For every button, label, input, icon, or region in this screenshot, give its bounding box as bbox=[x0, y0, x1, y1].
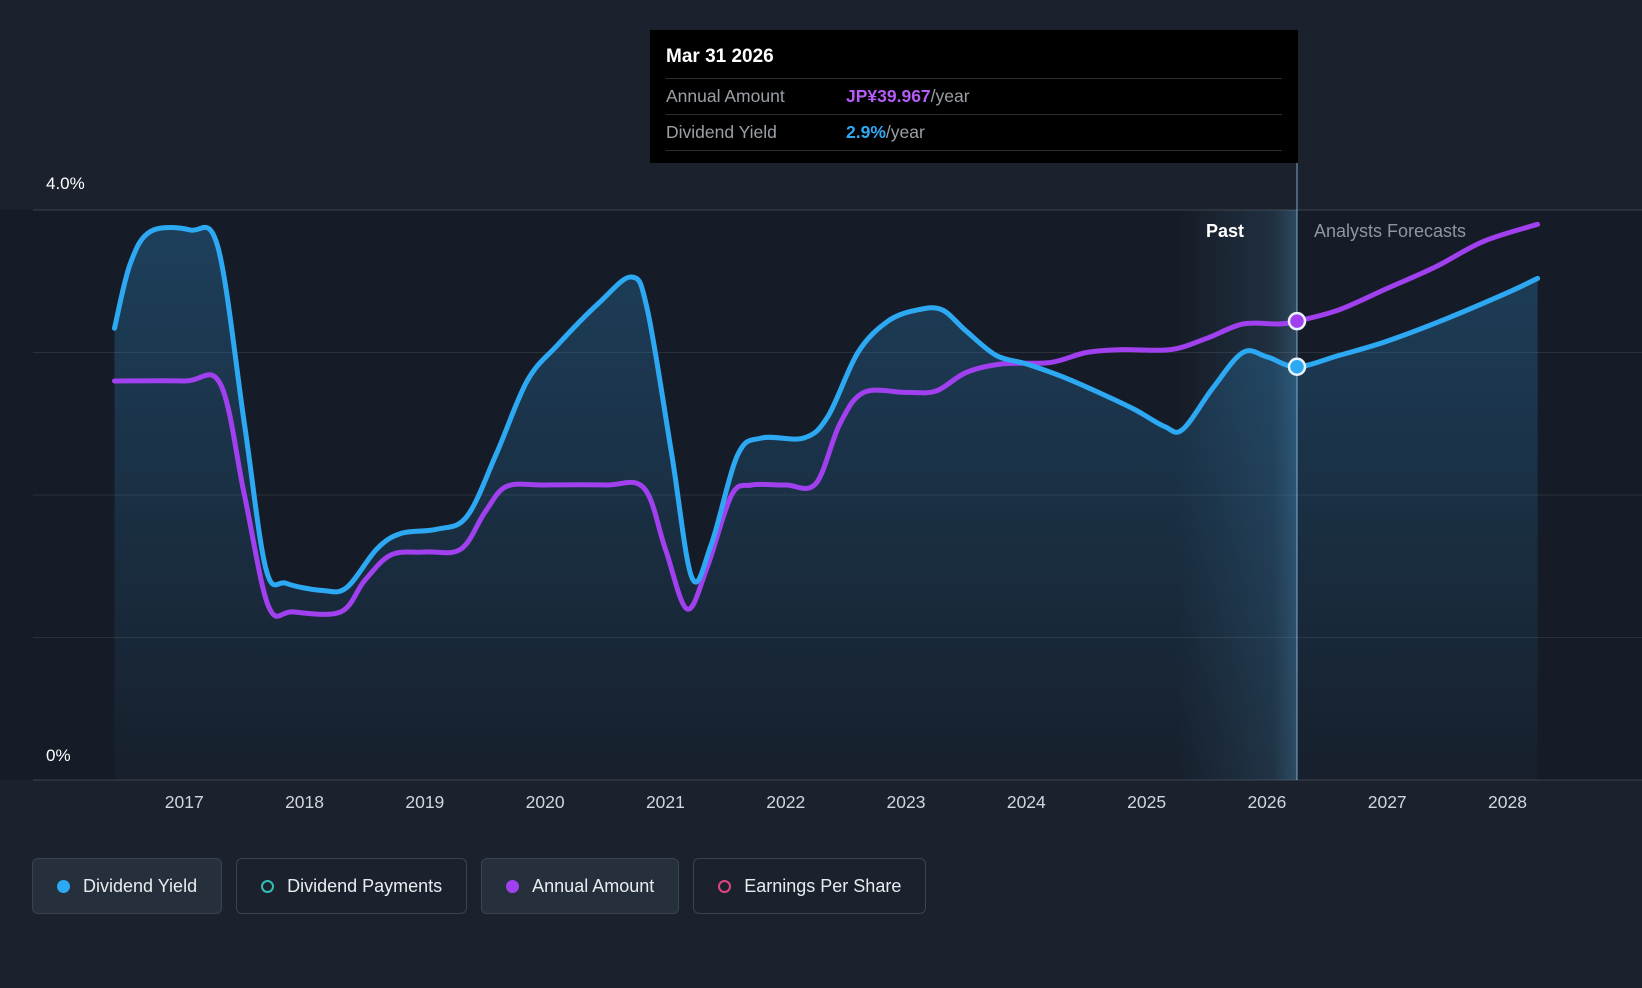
analysts-forecasts-label: Analysts Forecasts bbox=[1314, 221, 1467, 241]
dividend-yield-marker[interactable] bbox=[1287, 357, 1307, 376]
legend-filled-dot-icon bbox=[57, 879, 70, 893]
legend-toggle-dividend-payments[interactable]: Dividend Payments bbox=[236, 858, 468, 914]
legend-label: Dividend Payments bbox=[287, 875, 443, 896]
chart-legend: Dividend Yield Dividend Payments Annual Am… bbox=[32, 858, 927, 914]
y-axis-label-top: 4.0% bbox=[46, 174, 85, 193]
tooltip-date: Mar 31 2026 bbox=[666, 40, 1282, 79]
tooltip-value-amount: JP¥39.967 bbox=[846, 86, 931, 106]
legend-label: Annual Amount bbox=[532, 875, 655, 896]
tooltip-value-suffix: /year bbox=[885, 122, 925, 142]
legend-toggle-dividend-yield[interactable]: Dividend Yield bbox=[32, 858, 223, 914]
legend-ring-icon bbox=[718, 879, 732, 893]
dividend-yield-area bbox=[114, 227, 1538, 780]
tooltip-value-amount: 2.9% bbox=[846, 122, 886, 142]
tooltip-label: Dividend Yield bbox=[666, 122, 777, 142]
tooltip-row-dividend-yield: Dividend Yield 2.9%/year bbox=[666, 115, 1282, 151]
legend-label: Earnings Per Share bbox=[744, 875, 902, 896]
legend-label: Dividend Yield bbox=[83, 875, 198, 896]
annual-amount-marker[interactable] bbox=[1287, 311, 1307, 331]
legend-toggle-annual-amount[interactable]: Annual Amount bbox=[481, 858, 680, 914]
tooltip-value: JP¥39.967/year bbox=[846, 86, 970, 107]
legend-ring-icon bbox=[261, 879, 275, 893]
past-label: Past bbox=[1205, 221, 1244, 241]
tooltip-label: Annual Amount bbox=[666, 86, 785, 106]
tooltip-row-annual-amount: Annual Amount JP¥39.967/year bbox=[666, 79, 1282, 115]
dividend-yield-line bbox=[112, 224, 1541, 595]
legend-toggle-earnings-per-share[interactable]: Earnings Per Share bbox=[693, 858, 927, 914]
tooltip-value-suffix: /year bbox=[930, 86, 970, 106]
y-axis-label-bottom: 0% bbox=[46, 746, 71, 765]
annual-amount-line bbox=[112, 221, 1541, 619]
chart-tooltip: Mar 31 2026 Annual Amount JP¥39.967/year… bbox=[650, 30, 1298, 163]
tooltip-value: 2.9%/year bbox=[846, 122, 925, 143]
legend-filled-dot-icon bbox=[506, 879, 520, 893]
